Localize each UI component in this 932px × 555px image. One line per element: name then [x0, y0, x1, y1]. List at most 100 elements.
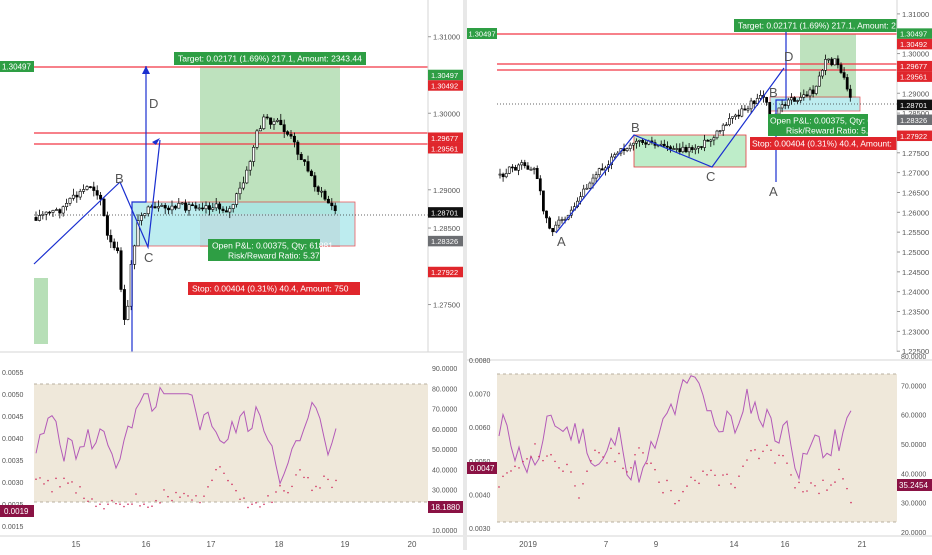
left-osc-dot — [303, 476, 305, 479]
right-candle-body — [848, 88, 852, 98]
right-candle-body — [529, 168, 533, 171]
left-target-label: Target: 0.02171 (1.69%) 217.1, Amount: 2… — [178, 54, 362, 64]
right-osc-right-tick: 60.0000 — [901, 413, 926, 420]
left-candle-body — [139, 215, 143, 221]
left-candle-body — [326, 198, 330, 204]
left-osc-dot — [227, 479, 229, 482]
left-osc-badge-right: 18.1880 — [431, 503, 460, 512]
right-osc-left-tick: 0.0030 — [469, 526, 491, 533]
left-candle-body — [323, 190, 327, 200]
left-candle-body — [289, 134, 293, 137]
right-osc-dot — [598, 451, 600, 454]
right-candle-body — [585, 187, 589, 190]
right-osc-dot — [674, 502, 676, 505]
left-candle-body — [187, 204, 191, 211]
left-osc-dot — [331, 486, 333, 489]
right-candle-body — [690, 147, 694, 150]
left-stop-label: Stop: 0.00404 (0.31%) 40.4, Amount: 750 — [192, 284, 349, 294]
right-osc-dot — [610, 447, 612, 450]
left-osc-dot — [207, 486, 209, 488]
right-candle-body — [641, 139, 644, 143]
left-point-b: B — [115, 171, 124, 186]
left-candle-body — [184, 202, 188, 211]
right-osc-dot — [774, 462, 776, 464]
right-candle-body — [687, 147, 691, 153]
right-time-tick: 7 — [604, 540, 609, 549]
right-osc-dot — [594, 449, 596, 452]
left-osc-dot — [187, 495, 189, 497]
right-osc-dot — [742, 465, 744, 467]
left-osc-dot — [327, 478, 329, 481]
left-candle-body — [231, 204, 235, 209]
left-candle-body — [303, 159, 307, 162]
right-candle-body — [808, 89, 812, 97]
left-candle-body — [201, 207, 205, 210]
left-candle-body — [41, 213, 45, 216]
left-arrow-head — [142, 66, 150, 74]
left-candle-body — [177, 203, 181, 209]
left-candle-body — [320, 190, 324, 193]
right-candle-body — [780, 104, 784, 109]
left-candle-body — [95, 190, 99, 196]
left-projection-line — [131, 66, 147, 352]
right-candle-body — [526, 165, 530, 170]
right-candle-body — [545, 210, 548, 219]
left-osc-band — [34, 384, 428, 502]
left-candle-body — [82, 189, 86, 192]
right-point-a: A — [557, 234, 566, 249]
right-osc-dot — [634, 453, 636, 456]
left-pnl-label-bg — [208, 239, 320, 261]
right-price-tick-label: 1.24500 — [902, 268, 929, 277]
right-price-badge: 1.28326 — [900, 116, 927, 125]
right-candle-body — [557, 219, 561, 226]
left-candle-body — [51, 210, 55, 213]
left-candle-body — [207, 205, 211, 210]
left-candle-body — [44, 211, 48, 215]
left-candle-body — [330, 202, 334, 207]
right-candle-body — [793, 97, 796, 102]
right-osc-dot — [782, 454, 784, 457]
left-price-badge-bg — [428, 142, 463, 154]
left-candle-body — [248, 161, 252, 171]
left-osc-dot — [107, 503, 109, 506]
left-candle-body — [122, 289, 126, 320]
right-osc-dot — [822, 479, 824, 482]
left-osc-dot — [51, 490, 53, 493]
right-candle-body — [554, 224, 558, 233]
left-osc-dot — [179, 496, 181, 498]
left-candle-body — [282, 124, 286, 132]
left-osc-dot — [335, 479, 337, 482]
right-candle-body — [842, 72, 846, 78]
left-osc-left-tick: 0.0030 — [2, 480, 24, 487]
left-price-tick-label: 1.30000 — [433, 109, 460, 118]
left-osc-dot — [147, 506, 149, 508]
left-target-badge-bg — [0, 61, 34, 72]
left-price-badge: 1.30497 — [431, 71, 458, 80]
right-osc-dot — [526, 458, 528, 460]
left-candle-body — [61, 206, 65, 214]
left-candle-body — [316, 186, 320, 192]
left-osc-left-tick: 0.0040 — [2, 436, 24, 443]
right-pattern-line — [555, 67, 785, 234]
left-candle-body — [258, 128, 262, 132]
left-osc-left-tick: 0.0035 — [2, 458, 24, 465]
left-osc-dot — [115, 502, 117, 505]
left-candle-body — [228, 208, 232, 213]
right-osc-dot — [530, 456, 532, 458]
right-osc-dot — [810, 482, 812, 484]
left-candle-body — [252, 147, 256, 162]
right-osc-dot — [654, 468, 656, 471]
left-price-badge: 1.30492 — [431, 82, 458, 91]
right-osc-dot — [830, 484, 832, 486]
right-osc-dot — [770, 449, 772, 452]
right-candle-body — [697, 146, 700, 149]
right-price-tick-label: 1.23000 — [902, 327, 929, 336]
right-osc-dot — [802, 490, 804, 493]
right-candle-body — [783, 104, 787, 106]
right-candle-body — [693, 147, 697, 150]
left-candle-body — [306, 161, 310, 172]
right-candle-body — [538, 178, 542, 192]
right-candle-body — [659, 143, 663, 146]
left-chart-panel: 1.30497 B C D Target: 0.02171 (1.69%) 21… — [0, 0, 463, 549]
